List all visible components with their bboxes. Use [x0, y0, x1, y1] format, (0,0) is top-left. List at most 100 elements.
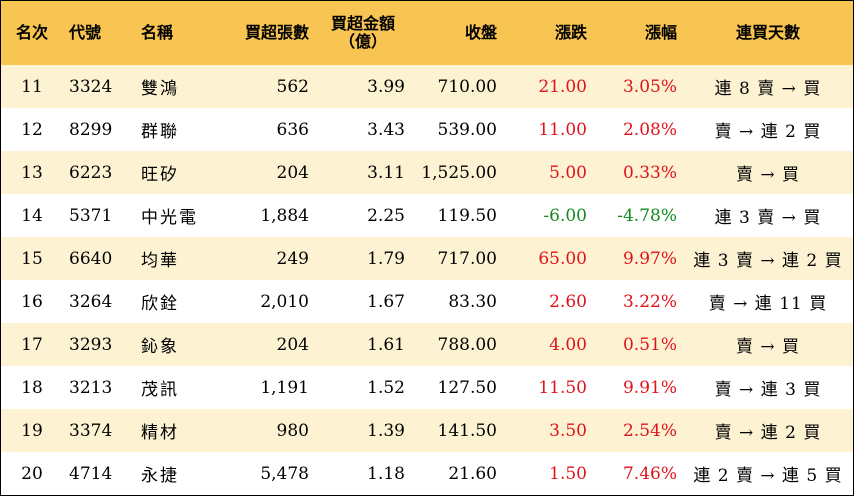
cell-change-pct: 3.22%: [622, 291, 677, 312]
cell-close: 539.00: [437, 119, 497, 140]
table-row: 18 3213 茂訊 1,191 1.52 127.50 11.50 9.91% 賣 → 連 3…: [1, 366, 853, 409]
cell-net-buy-amount: 1.67: [367, 291, 405, 312]
cell-close: 21.60: [448, 463, 497, 484]
cell-net-buy-amount: 1.79: [367, 248, 405, 269]
cell-rank: 12: [21, 119, 43, 140]
cell-rank: 14: [21, 205, 43, 226]
cell-name: 茂訊: [141, 380, 179, 400]
cell-consecutive-days: 賣 → 買: [735, 165, 801, 185]
table-row: 20 4714 永捷 5,478 1.18 21.60 1.50 7.46% 連 2 賣 → 連…: [1, 452, 853, 495]
cell-name: 欣銓: [141, 294, 179, 314]
cell-net-buy-amount: 1.61: [367, 334, 405, 355]
cell-net-buy-amount: 1.52: [367, 377, 405, 398]
cell-change-pct: 0.51%: [622, 334, 677, 355]
cell-net-buy-amount: 1.39: [367, 420, 405, 441]
table-row: 15 6640 均華 249 1.79 717.00 65.00 9.97% 連 3 賣 → 連…: [1, 237, 853, 280]
cell-change: 2.60: [549, 291, 587, 312]
cell-consecutive-days: 賣 → 連 2 買: [714, 122, 822, 142]
cell-net-buy-amount: 3.43: [367, 119, 405, 140]
cell-consecutive-days: 連 2 賣 → 連 5 買: [693, 466, 843, 486]
cell-net-buy-lots: 980: [276, 420, 309, 441]
header-change-pct: 漲幅: [644, 23, 677, 42]
cell-code: 3324: [69, 76, 113, 97]
header-row: 名次 代號 名稱 買超張數 買超金額 （億） 收盤 漲跌 漲幅 連買天數: [1, 1, 853, 65]
cell-code: 4714: [69, 463, 113, 484]
table-row: 13 6223 旺矽 204 3.11 1,525.00 5.00 0.33% 賣 → 買: [1, 151, 853, 194]
cell-net-buy-amount: 2.25: [367, 205, 405, 226]
cell-code: 3264: [69, 291, 113, 312]
header-change: 漲跌: [554, 23, 587, 42]
cell-close: 127.50: [437, 377, 497, 398]
cell-code: 3293: [69, 334, 113, 355]
cell-close: 119.50: [437, 205, 497, 226]
cell-change: 65.00: [538, 248, 587, 269]
cell-name: 群聯: [141, 122, 179, 142]
cell-net-buy-amount: 3.11: [367, 162, 405, 183]
cell-rank: 13: [21, 162, 43, 183]
table-row: 12 8299 群聯 636 3.43 539.00 11.00 2.08% 賣 → 連 2 買: [1, 108, 853, 151]
cell-change: 5.00: [549, 162, 587, 183]
cell-change: 3.50: [549, 420, 587, 441]
cell-code: 6223: [69, 162, 113, 183]
cell-code: 8299: [69, 119, 113, 140]
header-net-buy-amount: 買超金額 （億）: [315, 1, 411, 65]
cell-change-pct: 7.46%: [622, 463, 677, 484]
cell-close: 717.00: [437, 248, 497, 269]
header-net-buy-amount-line1: 買超金額: [330, 14, 395, 33]
cell-close: 788.00: [437, 334, 497, 355]
table-row: 17 3293 鈊象 204 1.61 788.00 4.00 0.51% 賣 → 買: [1, 323, 853, 366]
cell-change: 4.00: [549, 334, 587, 355]
cell-change: 11.00: [538, 119, 587, 140]
table-row: 19 3374 精材 980 1.39 141.50 3.50 2.54% 賣 → 連 2 買: [1, 409, 853, 452]
header-code: 代號: [69, 23, 102, 42]
cell-change: 11.50: [538, 377, 587, 398]
cell-code: 3374: [69, 420, 113, 441]
cell-rank: 16: [21, 291, 43, 312]
cell-code: 5371: [69, 205, 113, 226]
table-row: 14 5371 中光電 1,884 2.25 119.50 -6.00 -4.78% 連 3 賣…: [1, 194, 853, 237]
cell-name: 中光電: [141, 208, 198, 228]
cell-rank: 11: [21, 76, 43, 97]
cell-rank: 17: [21, 334, 43, 355]
table-body: 11 3324 雙鴻 562 3.99 710.00 21.00 3.05% 連 8 賣 → 買…: [1, 65, 853, 495]
cell-change-pct: 2.08%: [622, 119, 677, 140]
table-row: 16 3264 欣銓 2,010 1.67 83.30 2.60 3.22% 賣 → 連 11 …: [1, 280, 853, 323]
header-net-buy-amount-line2: （億）: [338, 32, 387, 51]
cell-name: 雙鴻: [141, 79, 179, 99]
cell-net-buy-lots: 5,478: [260, 463, 309, 484]
cell-net-buy-lots: 562: [276, 76, 309, 97]
cell-code: 3213: [69, 377, 113, 398]
cell-change: -6.00: [543, 205, 587, 226]
cell-rank: 19: [21, 420, 43, 441]
cell-consecutive-days: 賣 → 連 11 買: [708, 294, 828, 314]
cell-change-pct: -4.78%: [617, 205, 677, 226]
header-rank: 名次: [15, 23, 48, 42]
header-consecutive-days: 連買天數: [735, 23, 800, 42]
cell-close: 141.50: [437, 420, 497, 441]
cell-change-pct: 9.97%: [622, 248, 677, 269]
cell-consecutive-days: 賣 → 連 2 買: [714, 423, 822, 443]
cell-net-buy-amount: 3.99: [367, 76, 405, 97]
cell-consecutive-days: 連 3 賣 → 買: [714, 208, 822, 228]
header-name: 名稱: [141, 23, 174, 42]
cell-consecutive-days: 連 8 賣 → 買: [714, 79, 822, 99]
cell-rank: 18: [21, 377, 43, 398]
cell-change-pct: 3.05%: [622, 76, 677, 97]
cell-change: 1.50: [549, 463, 587, 484]
cell-name: 精材: [141, 423, 179, 443]
cell-name: 鈊象: [141, 337, 179, 357]
cell-rank: 15: [21, 248, 43, 269]
cell-close: 83.30: [448, 291, 497, 312]
cell-name: 永捷: [141, 466, 179, 486]
cell-net-buy-lots: 249: [276, 248, 309, 269]
header-net-buy-lots: 買超張數: [244, 23, 309, 42]
cell-net-buy-lots: 204: [276, 334, 309, 355]
cell-net-buy-lots: 204: [276, 162, 309, 183]
cell-net-buy-amount: 1.18: [367, 463, 405, 484]
cell-net-buy-lots: 636: [276, 119, 309, 140]
cell-code: 6640: [69, 248, 113, 269]
table-row: 11 3324 雙鴻 562 3.99 710.00 21.00 3.05% 連 8 賣 → 買: [1, 65, 853, 108]
cell-consecutive-days: 連 3 賣 → 連 2 買: [693, 251, 843, 271]
